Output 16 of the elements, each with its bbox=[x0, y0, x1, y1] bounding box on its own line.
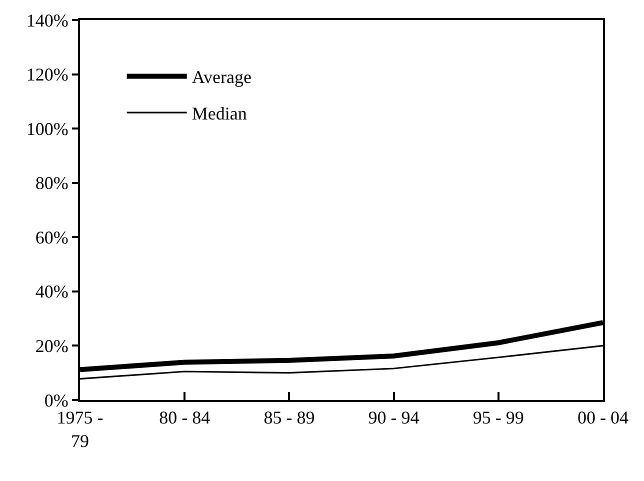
x-tick-label: 95 - 99 bbox=[472, 408, 524, 428]
y-tick-label: 120% bbox=[26, 64, 68, 85]
x-tick-label: 80 - 84 bbox=[159, 408, 210, 428]
y-tick-label: 80% bbox=[35, 173, 68, 194]
y-tick-label: 60% bbox=[35, 227, 68, 248]
legend-label: Average bbox=[192, 67, 252, 88]
x-tick-label: 90 - 94 bbox=[368, 408, 420, 428]
y-tick-label: 0% bbox=[44, 390, 68, 410]
y-tick-label: 140% bbox=[26, 10, 68, 30]
x-tick-label: 1975 - 79 bbox=[56, 408, 104, 451]
x-tick-label: 00 - 04 bbox=[578, 408, 628, 428]
legend-label: Median bbox=[192, 104, 247, 124]
y-tick-label: 40% bbox=[35, 282, 68, 302]
y-tick-label: 100% bbox=[26, 118, 68, 139]
y-tick-label: 20% bbox=[35, 336, 68, 356]
x-tick-label: 85 - 89 bbox=[264, 408, 315, 428]
